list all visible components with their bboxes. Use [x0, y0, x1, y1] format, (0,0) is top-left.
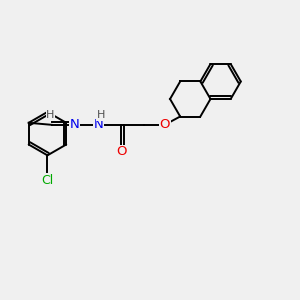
Text: Cl: Cl [41, 174, 54, 187]
Text: O: O [160, 118, 170, 131]
Text: O: O [116, 146, 127, 158]
Text: N: N [70, 118, 80, 131]
Text: H: H [97, 110, 105, 120]
Text: N: N [93, 118, 103, 131]
Text: H: H [46, 110, 55, 120]
